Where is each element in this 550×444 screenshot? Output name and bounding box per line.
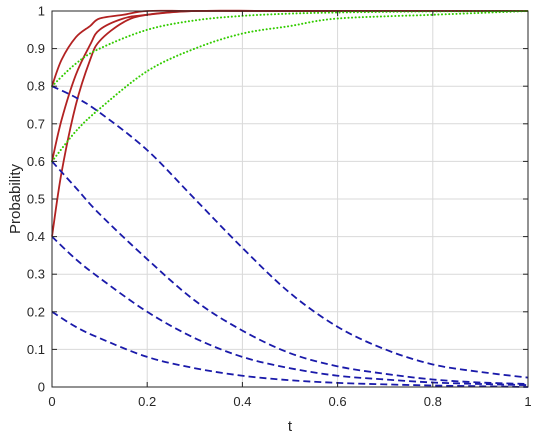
x-tick-label: 0.2 — [138, 394, 156, 409]
y-tick-label: 0.3 — [27, 267, 45, 282]
series-line-dashed-9 — [51, 311, 529, 388]
x-tick-label: 0.4 — [233, 394, 251, 409]
y-tick-label: 0.9 — [27, 41, 45, 56]
series-line-dotted-4 — [51, 10, 529, 163]
y-tick-label: 0.6 — [27, 154, 45, 169]
y-axis-label: Probability — [7, 163, 24, 234]
series-group — [51, 9, 529, 388]
series-line-dashed-8 — [51, 235, 529, 387]
x-tick-label: 0 — [48, 394, 55, 409]
y-tick-label: 0.7 — [27, 116, 45, 131]
y-tick-label: 0.4 — [27, 229, 45, 244]
y-tick-label: 0.8 — [27, 79, 45, 94]
x-tick-label: 1 — [524, 394, 531, 409]
x-tick-label: 0.6 — [329, 394, 347, 409]
series-line-dashed-6 — [51, 85, 529, 379]
series-line-dashed-7 — [51, 160, 529, 385]
y-tick-label: 0 — [38, 380, 45, 395]
y-tick-label: 0.5 — [27, 192, 45, 207]
ticks: 0 0.2 0.4 0.6 0.8 1 0 0.1 0.2 0.3 0.4 0.5 0.6 0.7 0.8 0… — [27, 4, 532, 410]
grid — [51, 10, 529, 388]
y-tick-label: 0.1 — [27, 342, 45, 357]
x-tick-label: 0.8 — [424, 394, 442, 409]
x-axis-label: t — [288, 418, 293, 435]
y-tick-label: 1 — [38, 4, 45, 19]
y-tick-label: 0.2 — [27, 304, 45, 319]
